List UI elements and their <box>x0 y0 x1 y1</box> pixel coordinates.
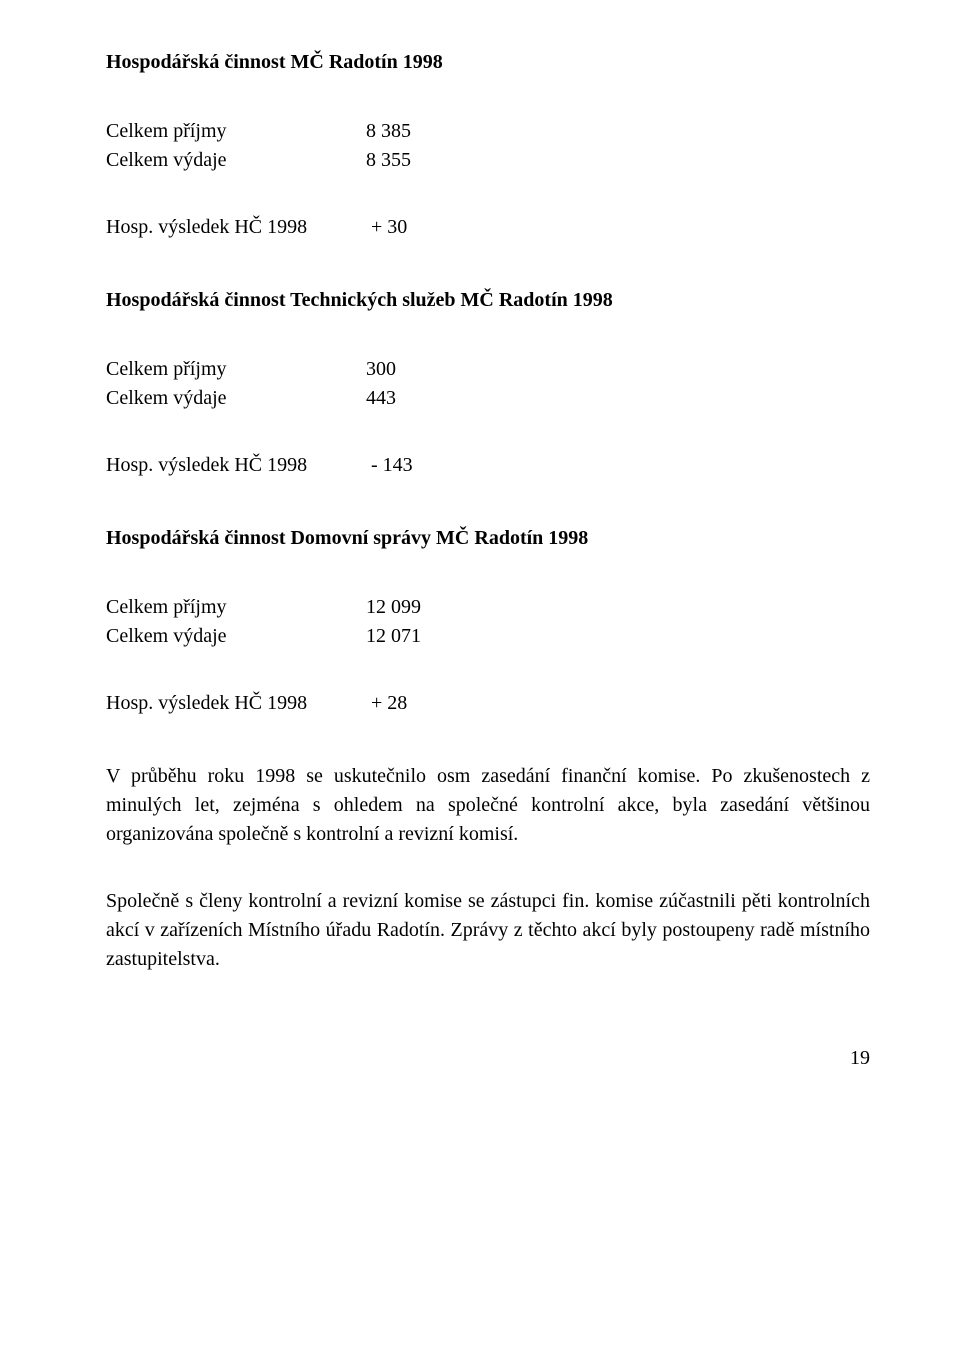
section2-heading: Hospodářská činnost Technických služeb M… <box>106 286 870 315</box>
table-row: Celkem výdaje 443 <box>106 384 396 413</box>
expense-label: Celkem výdaje <box>106 622 366 651</box>
expense-label: Celkem výdaje <box>106 146 366 175</box>
result-value: + 30 <box>371 216 407 238</box>
section2-table: Celkem příjmy 300 Celkem výdaje 443 <box>106 355 396 413</box>
section3-result: Hosp. výsledek HČ 1998 + 28 <box>106 689 870 718</box>
section3-table: Celkem příjmy 12 099 Celkem výdaje 12 07… <box>106 593 421 651</box>
result-value: - 143 <box>371 454 413 476</box>
page-number: 19 <box>106 1044 870 1073</box>
result-label: Hosp. výsledek HČ 1998 <box>106 213 366 242</box>
section1-result: Hosp. výsledek HČ 1998 + 30 <box>106 213 870 242</box>
body-paragraph-1: V průběhu roku 1998 se uskutečnilo osm z… <box>106 762 870 849</box>
income-label: Celkem příjmy <box>106 355 366 384</box>
section1-table: Celkem příjmy 8 385 Celkem výdaje 8 355 <box>106 117 411 175</box>
body-paragraph-2: Společně s členy kontrolní a revizní kom… <box>106 887 870 974</box>
table-row: Celkem výdaje 12 071 <box>106 622 421 651</box>
income-value: 8 385 <box>366 117 411 146</box>
table-row: Celkem příjmy 12 099 <box>106 593 421 622</box>
expense-label: Celkem výdaje <box>106 384 366 413</box>
result-value: + 28 <box>371 692 407 714</box>
section3-heading: Hospodářská činnost Domovní správy MČ Ra… <box>106 524 870 553</box>
expense-value: 12 071 <box>366 622 421 651</box>
income-value: 12 099 <box>366 593 421 622</box>
income-value: 300 <box>366 355 396 384</box>
section1-heading: Hospodářská činnost MČ Radotín 1998 <box>106 48 870 77</box>
table-row: Celkem příjmy 8 385 <box>106 117 411 146</box>
expense-value: 8 355 <box>366 146 411 175</box>
income-label: Celkem příjmy <box>106 593 366 622</box>
expense-value: 443 <box>366 384 396 413</box>
table-row: Celkem příjmy 300 <box>106 355 396 384</box>
result-label: Hosp. výsledek HČ 1998 <box>106 451 366 480</box>
table-row: Celkem výdaje 8 355 <box>106 146 411 175</box>
result-label: Hosp. výsledek HČ 1998 <box>106 689 366 718</box>
income-label: Celkem příjmy <box>106 117 366 146</box>
section2-result: Hosp. výsledek HČ 1998 - 143 <box>106 451 870 480</box>
